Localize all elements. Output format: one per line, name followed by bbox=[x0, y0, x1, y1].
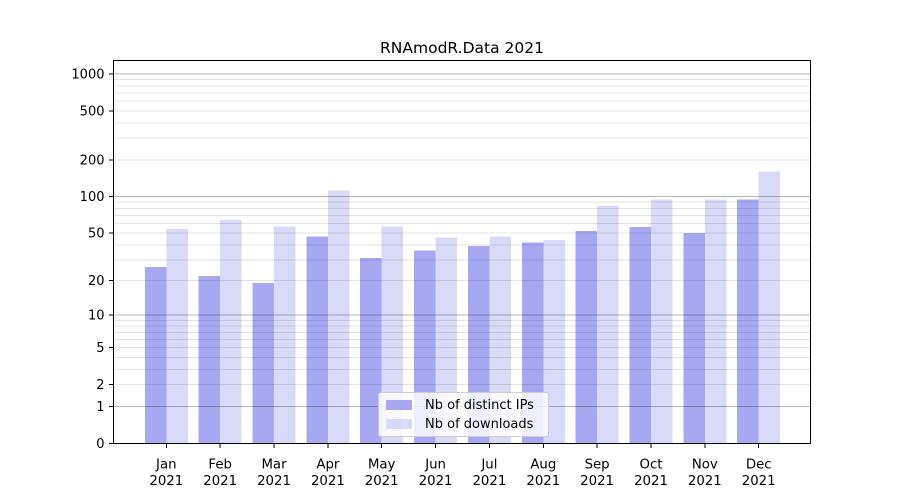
grid-layer bbox=[113, 73, 811, 407]
y-tick-label-500: 500 bbox=[80, 104, 105, 119]
bar-ips-may bbox=[360, 258, 382, 444]
y-tick-label-100: 100 bbox=[80, 190, 105, 205]
x-tick-label-dec: Dec bbox=[746, 458, 772, 473]
bar-ips-nov bbox=[683, 233, 705, 444]
axes-layer: 01251020501002005001000Jan2021Feb2021Mar… bbox=[71, 59, 812, 489]
bar-ips-jan bbox=[144, 267, 167, 444]
bar-ips-oct bbox=[629, 227, 651, 444]
x-tick-sublabel-aug: 2021 bbox=[526, 474, 560, 489]
bar-downloads-sep bbox=[597, 205, 619, 444]
chart-title: RNAmodR.Data 2021 bbox=[380, 39, 544, 57]
x-tick-sublabel-jun: 2021 bbox=[419, 474, 453, 489]
y-tick-label-1000: 1000 bbox=[71, 67, 104, 82]
legend-swatch-downloads bbox=[386, 419, 412, 429]
x-tick-label-nov: Nov bbox=[692, 458, 718, 473]
x-tick-label-sep: Sep bbox=[585, 458, 610, 473]
bar-ips-dec bbox=[737, 199, 759, 444]
bar-downloads-jan bbox=[166, 229, 188, 444]
x-tick-label-oct: Oct bbox=[640, 458, 663, 473]
x-tick-sublabel-mar: 2021 bbox=[257, 474, 291, 489]
x-tick-sublabel-apr: 2021 bbox=[311, 474, 345, 489]
x-tick-sublabel-sep: 2021 bbox=[580, 474, 614, 489]
x-tick-label-aug: Aug bbox=[530, 458, 556, 473]
legend-label-downloads: Nb of downloads bbox=[425, 416, 534, 432]
bar-downloads-jul bbox=[489, 236, 511, 444]
x-tick-sublabel-nov: 2021 bbox=[688, 474, 722, 489]
plot-frame bbox=[112, 59, 812, 445]
bar-downloads-oct bbox=[651, 199, 673, 444]
bar-ips-mar bbox=[252, 283, 274, 444]
y-tick-label-0: 0 bbox=[96, 437, 104, 452]
bar-downloads-apr bbox=[327, 190, 350, 444]
bar-downloads-aug bbox=[543, 239, 565, 444]
y-tick-label-1: 1 bbox=[96, 400, 104, 415]
y-tick-label-20: 20 bbox=[88, 274, 105, 289]
legend: Nb of distinct IPs Nb of downloads bbox=[378, 392, 549, 437]
y-tick-label-200: 200 bbox=[80, 153, 105, 168]
x-tick-sublabel-may: 2021 bbox=[365, 474, 399, 489]
bar-downloads-nov bbox=[704, 199, 727, 444]
x-tick-label-feb: Feb bbox=[208, 458, 232, 473]
x-tick-label-jan: Jan bbox=[155, 458, 177, 473]
y-tick-label-2: 2 bbox=[96, 378, 104, 393]
legend-entry-distinct-ips: Nb of distinct IPs bbox=[386, 398, 548, 412]
bar-downloads-mar bbox=[274, 226, 296, 444]
bar-downloads-feb bbox=[220, 220, 242, 444]
bar-downloads-may bbox=[381, 226, 404, 444]
x-tick-label-jul: Jul bbox=[480, 458, 497, 473]
bar-ips-apr bbox=[306, 236, 328, 444]
bar-downloads-dec bbox=[758, 171, 781, 444]
x-tick-label-mar: Mar bbox=[261, 458, 287, 473]
x-tick-sublabel-dec: 2021 bbox=[742, 474, 776, 489]
legend-label-distinct-ips: Nb of distinct IPs bbox=[425, 397, 534, 413]
x-tick-sublabel-jul: 2021 bbox=[472, 474, 506, 489]
x-tick-sublabel-jan: 2021 bbox=[149, 474, 183, 489]
bar-ips-feb bbox=[198, 275, 221, 444]
x-tick-label-jun: Jun bbox=[424, 458, 446, 473]
legend-swatch-distinct-ips bbox=[386, 400, 412, 410]
x-tick-sublabel-feb: 2021 bbox=[203, 474, 237, 489]
x-tick-label-apr: Apr bbox=[316, 458, 340, 473]
bar-ips-sep bbox=[575, 231, 598, 444]
x-tick-label-may: May bbox=[368, 458, 396, 473]
x-tick-sublabel-oct: 2021 bbox=[634, 474, 668, 489]
legend-entry-downloads: Nb of downloads bbox=[386, 417, 548, 431]
y-tick-label-50: 50 bbox=[88, 227, 105, 242]
y-tick-label-5: 5 bbox=[96, 341, 104, 356]
y-tick-label-10: 10 bbox=[88, 309, 105, 324]
